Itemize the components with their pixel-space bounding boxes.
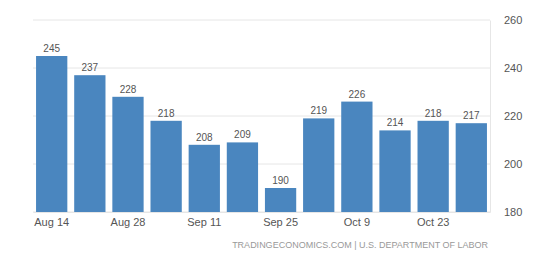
y-tick: 240 — [490, 62, 522, 74]
y-axis: 180 200 220 240 260 — [490, 14, 522, 218]
x-tick: Sep 11 — [187, 216, 221, 228]
x-tick: Sep 25 — [263, 216, 298, 228]
y-tick: 200 — [490, 158, 522, 170]
bar — [265, 188, 296, 212]
data-label: 245 — [43, 43, 60, 54]
bar — [74, 75, 105, 212]
bar — [303, 118, 334, 212]
bar — [189, 145, 220, 212]
bar — [341, 102, 372, 212]
grid — [33, 20, 490, 212]
bar — [150, 121, 181, 212]
x-tick-label: Aug 14 — [34, 216, 69, 228]
y-tick: 220 — [490, 110, 522, 122]
data-label: 219 — [310, 105, 327, 116]
x-tick-label: Sep 11 — [187, 216, 221, 228]
bar — [227, 142, 258, 212]
y-tick-label: 240 — [504, 62, 522, 74]
data-label: 228 — [120, 84, 137, 95]
y-tick-label: 180 — [504, 206, 522, 218]
bar — [36, 56, 67, 212]
grid-line — [33, 20, 490, 21]
data-label: 226 — [349, 89, 366, 100]
data-label: 218 — [158, 108, 175, 119]
data-label: 237 — [81, 62, 98, 73]
bar — [456, 123, 487, 212]
bar — [418, 121, 449, 212]
x-tick: Aug 28 — [111, 216, 146, 228]
x-tick-label: Sep 25 — [263, 216, 298, 228]
y-tick-label: 200 — [504, 158, 522, 170]
x-tick-label: Oct 9 — [344, 216, 370, 228]
x-tick: Aug 14 — [34, 216, 69, 228]
plot: 245 237 228 218 208 209 190 219 226 214 218 217 180 2… — [33, 14, 522, 228]
bar — [379, 130, 410, 212]
data-label: 208 — [196, 132, 213, 143]
y-tick: 180 — [490, 206, 522, 218]
x-axis-line — [34, 212, 491, 213]
y-tick-label: 260 — [504, 14, 522, 26]
x-tick: Oct 9 — [344, 216, 370, 228]
chart: 245 237 228 218 208 209 190 219 226 214 218 217 180 2… — [0, 0, 550, 256]
y-tick-label: 220 — [504, 110, 522, 122]
bars — [36, 56, 487, 212]
x-tick-label: Oct 23 — [417, 216, 449, 228]
grid-line — [33, 68, 490, 69]
data-labels: 245 237 228 218 208 209 190 219 226 214 218 217 — [43, 43, 480, 186]
x-tick-label: Aug 28 — [111, 216, 146, 228]
data-label: 214 — [387, 117, 404, 128]
data-label: 217 — [463, 110, 480, 121]
x-tick: Oct 23 — [417, 216, 449, 228]
y-tick: 260 — [490, 14, 522, 26]
data-label: 190 — [272, 175, 289, 186]
data-label: 209 — [234, 129, 251, 140]
y-axis-line — [490, 21, 491, 213]
source: TRADINGECONOMICS.COM | U.S. DEPARTMENT O… — [232, 240, 488, 250]
bar — [112, 97, 143, 212]
x-axis: Aug 14 Aug 28 Sep 11 Sep 25 Oct 9 Oct 23 — [34, 213, 491, 228]
data-label: 218 — [425, 108, 442, 119]
